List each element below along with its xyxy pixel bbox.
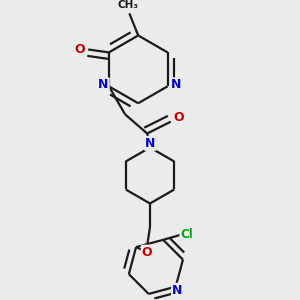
Text: CH₃: CH₃: [117, 0, 138, 10]
Text: O: O: [142, 246, 152, 259]
Text: N: N: [145, 137, 155, 150]
Text: O: O: [174, 111, 184, 124]
Text: O: O: [74, 43, 85, 56]
Text: Cl: Cl: [180, 228, 193, 241]
Text: N: N: [172, 284, 182, 297]
Text: N: N: [171, 78, 181, 91]
Text: N: N: [98, 78, 109, 91]
